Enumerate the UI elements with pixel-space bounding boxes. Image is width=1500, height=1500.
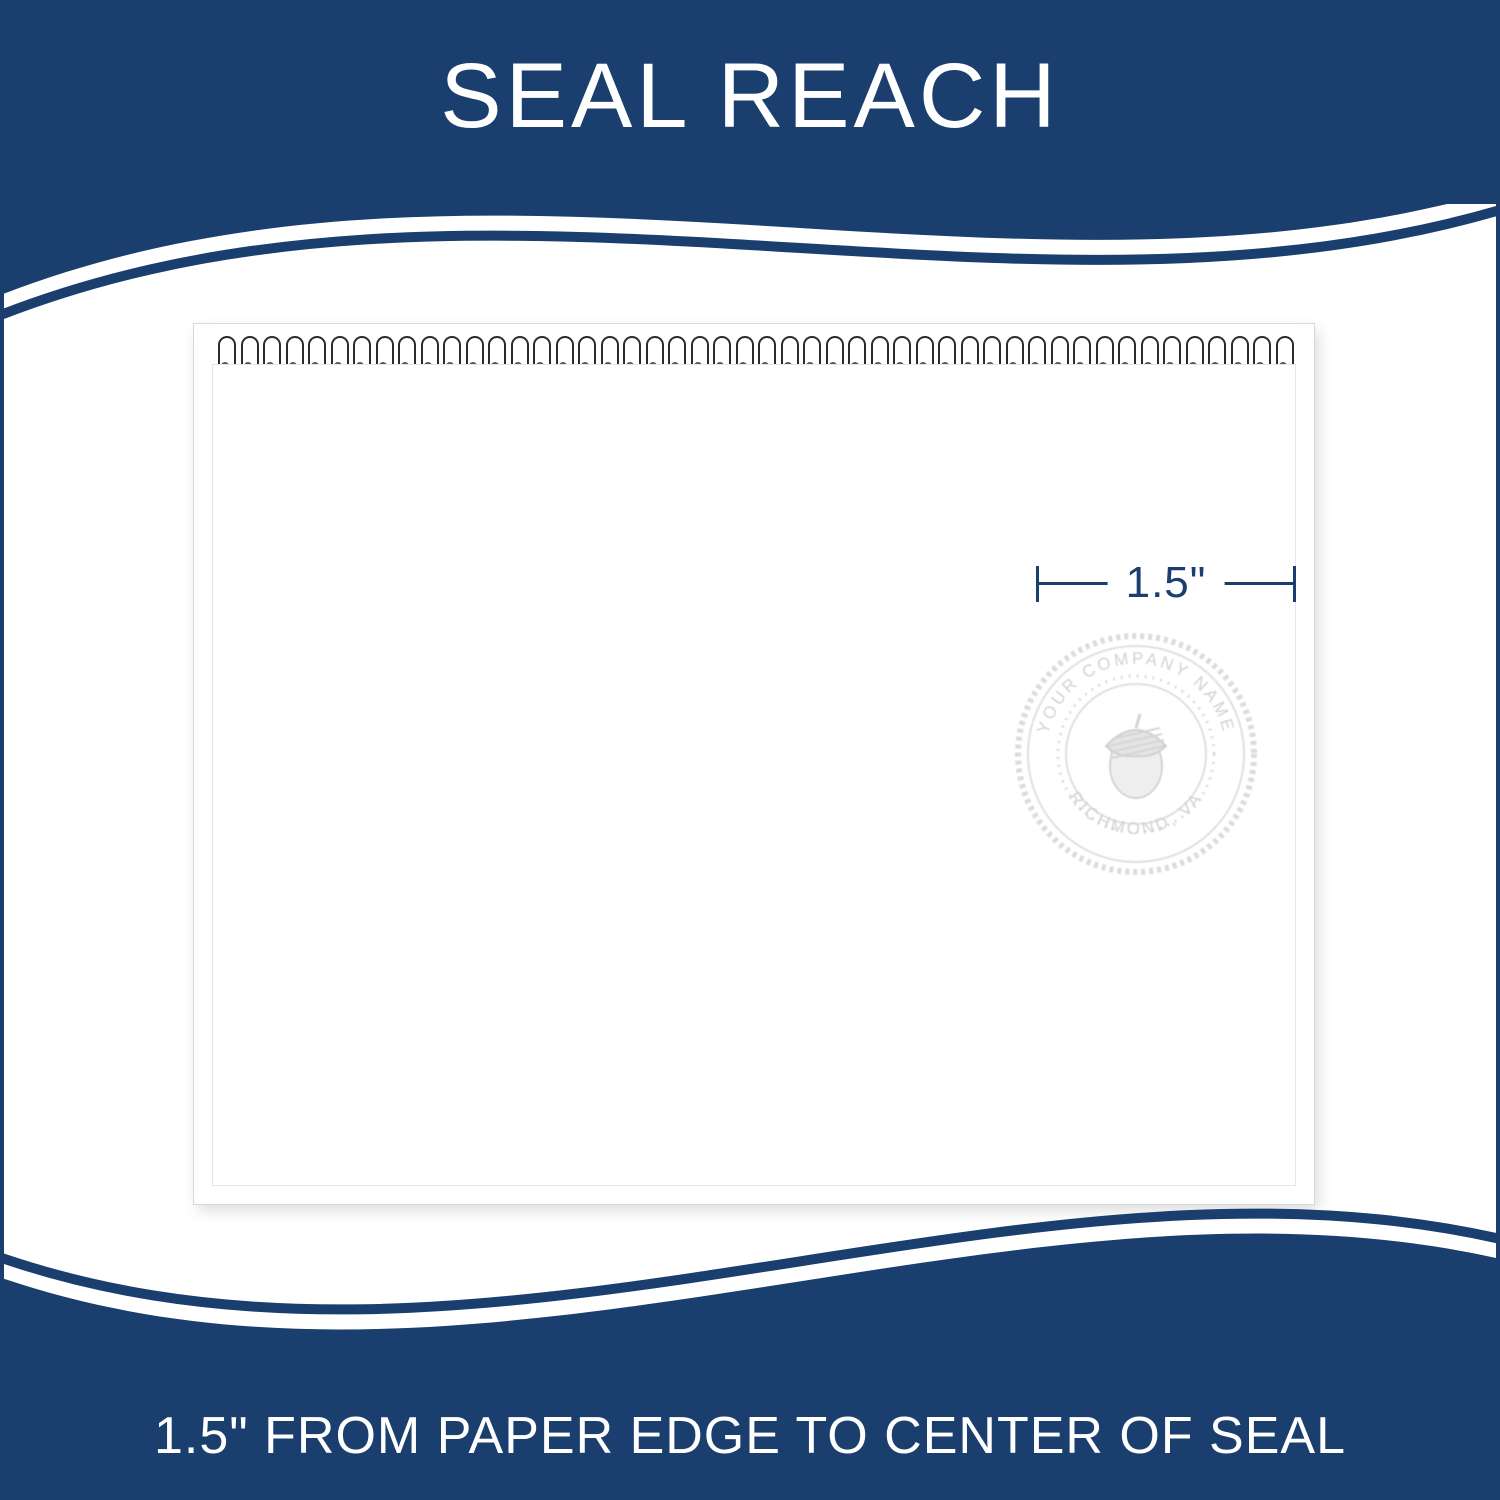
infographic-frame: SEAL REACH 1.5" — [0, 0, 1500, 1500]
acorn-icon — [1106, 714, 1166, 798]
measurement-cap-right — [1293, 566, 1296, 602]
footer-text: 1.5" FROM PAPER EDGE TO CENTER OF SEAL — [4, 1376, 1496, 1496]
header-title: SEAL REACH — [4, 4, 1496, 149]
header-bar: SEAL REACH — [4, 4, 1496, 204]
measurement-cap-left — [1036, 566, 1039, 602]
measurement-indicator: 1.5" — [1036, 554, 1296, 614]
embossed-seal: YOUR COMPANY NAME RICHMOND, VA — [1006, 624, 1266, 884]
footer-bar: 1.5" FROM PAPER EDGE TO CENTER OF SEAL — [4, 1376, 1496, 1496]
measurement-label: 1.5" — [1108, 558, 1225, 608]
